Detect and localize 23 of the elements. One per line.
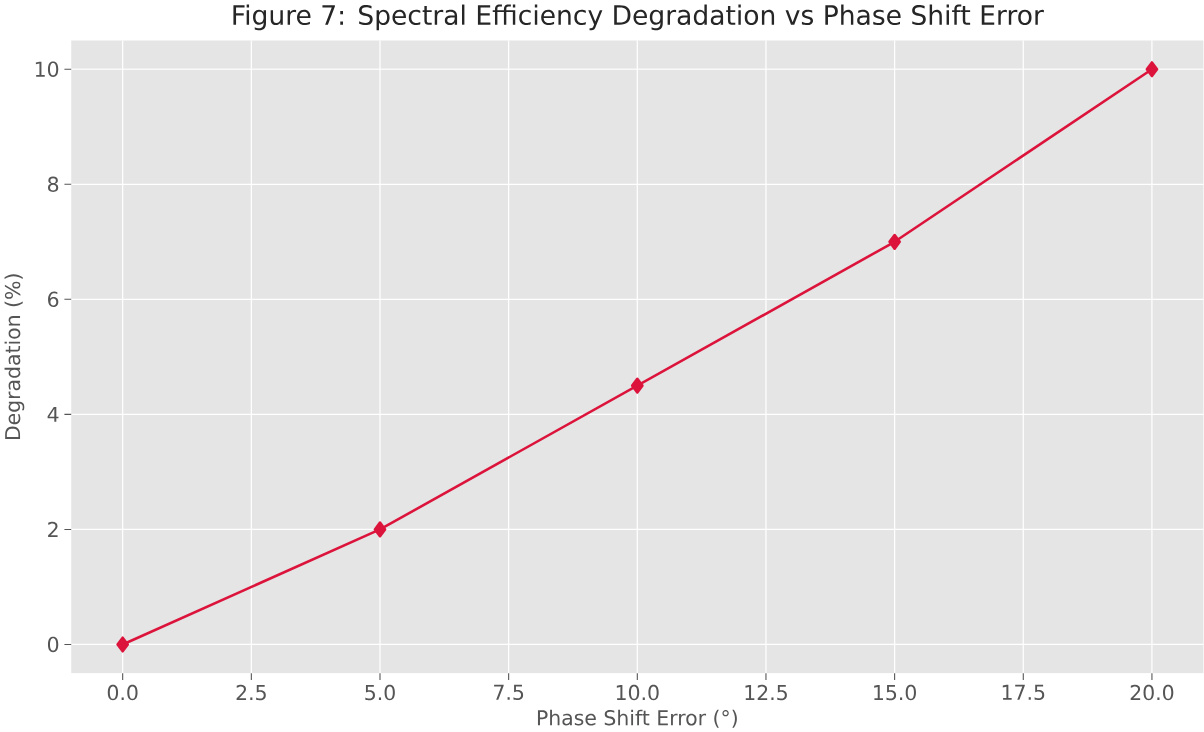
x-axis-title: Phase Shift Error (°) — [537, 709, 737, 728]
point — [373, 521, 387, 538]
point — [116, 636, 130, 653]
point — [1145, 60, 1159, 78]
chart-title: Figure 7: Spectral Efficiency Degradation vs Phase Shift Error — [233, 4, 1044, 31]
x-tick-label: 2.5 — [236, 684, 266, 701]
y-axis-title: Degradation (%) — [4, 274, 25, 439]
y-tick-label: 6 — [48, 291, 59, 307]
x-tick-label: 17.5 — [1002, 684, 1045, 700]
x-tick-label: 5.0 — [365, 684, 395, 701]
y-tick-label: 2 — [48, 521, 58, 537]
x-tick-label: 12.5 — [745, 684, 787, 701]
y-tick-label: 0 — [47, 636, 59, 653]
x-tick-label: 7.5 — [494, 684, 524, 700]
y-tick-label: 4 — [47, 406, 59, 422]
x-tick-label: 15.0 — [874, 684, 916, 701]
y-tick-label: 10 — [35, 61, 59, 77]
x-tick-label: 20.0 — [1130, 684, 1174, 701]
x-tick-label: 10.0 — [616, 684, 659, 701]
x-tick-label: 0.0 — [107, 684, 138, 701]
point — [630, 377, 644, 394]
point — [888, 233, 902, 250]
y-tick-label: 8 — [48, 176, 59, 192]
